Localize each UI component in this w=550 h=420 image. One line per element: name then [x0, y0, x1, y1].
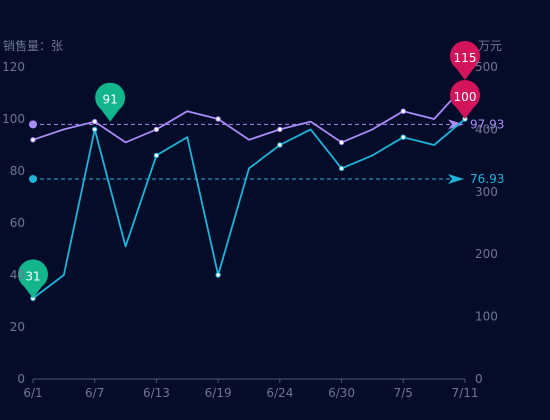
- average-label: 76.93: [470, 172, 504, 186]
- x-tick-label: 6/19: [205, 386, 232, 400]
- data-point: [277, 126, 283, 133]
- y-right-tick-label: 0: [475, 372, 483, 386]
- y-left-tick-label: 80: [10, 164, 25, 178]
- series-lines: [30, 82, 468, 302]
- y-left-tick-label: 40: [10, 268, 25, 282]
- pin-marker: 91: [95, 82, 126, 122]
- x-tick-label: 7/5: [394, 386, 413, 400]
- x-tick-label: 6/24: [266, 386, 293, 400]
- average-label: 97.93: [470, 117, 504, 131]
- y-left-title: 销售量：张: [3, 38, 63, 53]
- pin-shape: [450, 41, 481, 80]
- data-point: [400, 108, 406, 114]
- y-right-title: 万元: [478, 39, 502, 53]
- data-point: [30, 137, 36, 143]
- y-left-tick-label: 60: [10, 216, 25, 230]
- y-left-tick-label: 100: [2, 112, 25, 126]
- pin-label: 91: [103, 93, 118, 107]
- x-tick-label: 7/11: [452, 386, 479, 400]
- data-point: [400, 134, 406, 140]
- y-left-tick-label: 120: [2, 60, 25, 74]
- data-point: [153, 126, 160, 133]
- x-tick-label: 6/13: [143, 386, 170, 400]
- axis-labels: 销售量：张 万元 0 20 40 60 80 100 120 0 100 200 300 400 500 6/…: [2, 38, 502, 400]
- y-left-tick-label: 0: [17, 372, 25, 386]
- y-right-tick-label: 200: [475, 247, 498, 261]
- data-point: [153, 152, 160, 159]
- series-line: [32, 118, 466, 300]
- data-point: [92, 126, 98, 133]
- y-right-tick-label: 300: [475, 185, 498, 199]
- y-right-tick-label: 500: [475, 60, 498, 74]
- data-point: [215, 272, 221, 278]
- pin-label: 31: [25, 269, 40, 283]
- pin-markers: 31 91 100 115: [18, 41, 481, 299]
- pin-marker: 31: [18, 259, 49, 299]
- series-line: [32, 84, 466, 144]
- y-right-tick-label: 100: [475, 310, 498, 324]
- chart-axes: [32, 378, 466, 383]
- data-point: [338, 139, 345, 146]
- pin-label: 100: [454, 90, 477, 104]
- average-arrow: [448, 173, 464, 184]
- y-left-tick-label: 20: [10, 320, 25, 334]
- average-arrow: [448, 119, 464, 130]
- pin-shape: [95, 82, 126, 122]
- y-right-tick-label: 400: [475, 122, 498, 136]
- pin-label: 115: [454, 51, 477, 65]
- x-tick-label: 6/7: [85, 386, 104, 400]
- pin-marker: 100: [450, 80, 481, 119]
- data-point: [92, 118, 98, 125]
- data-point: [215, 116, 221, 122]
- x-tick-label: 6/30: [328, 386, 355, 400]
- data-point: [338, 165, 345, 172]
- pin-shape: [18, 259, 49, 299]
- data-point: [277, 142, 283, 148]
- x-tick-label: 6/1: [23, 386, 42, 400]
- pin-shape: [450, 80, 481, 119]
- pin-marker: 115: [450, 41, 481, 80]
